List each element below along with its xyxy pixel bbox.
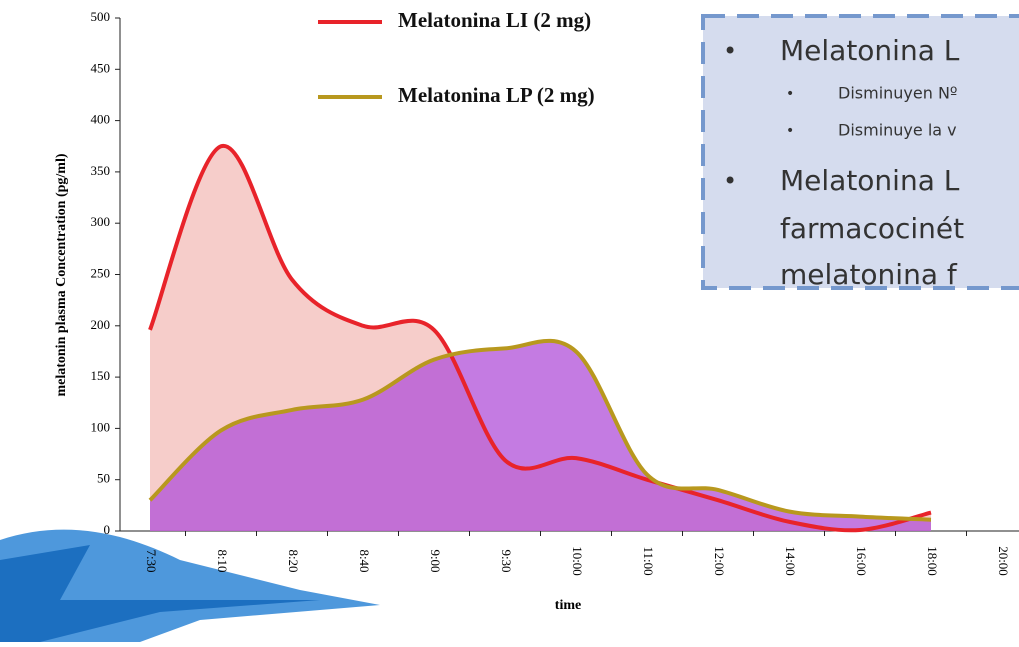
- y-tick-label: 150: [91, 368, 111, 383]
- x-tick-label: 20:00: [996, 546, 1011, 576]
- note-text: Disminuyen Nº: [838, 84, 957, 103]
- note-text: Melatonina L: [780, 34, 960, 67]
- bullet: •: [723, 167, 737, 195]
- note-text: Melatonina L: [780, 164, 960, 197]
- y-tick-label: 100: [91, 419, 111, 434]
- x-tick-label: 12:00: [712, 546, 727, 576]
- legend-label: Melatonina LP (2 mg): [398, 83, 595, 107]
- note-text: farmacocinét: [780, 212, 964, 245]
- y-tick-label: 0: [104, 522, 111, 537]
- y-tick-label: 450: [91, 60, 111, 75]
- x-tick-label: 10:00: [570, 546, 585, 576]
- note-text: Disminuye la v: [838, 121, 957, 140]
- bullet: •: [723, 37, 737, 65]
- y-tick-label: 350: [91, 163, 111, 178]
- chart: 0 50 100 150 200 250 300 350 400 450 500 7:30 8:10 8:…: [0, 0, 1019, 642]
- y-tick-label: 300: [91, 214, 111, 229]
- y-tick-label: 500: [91, 9, 111, 24]
- y-axis-label: melatonin plasma Concentration (pg/ml): [54, 153, 69, 396]
- x-tick-label: 8:10: [215, 549, 230, 572]
- x-tick-label: 7:30: [144, 549, 159, 572]
- x-tick-label: 16:00: [854, 546, 869, 576]
- x-tick-label: 9:30: [499, 549, 514, 572]
- x-tick-label: 8:40: [357, 549, 372, 572]
- x-tick-label: 8:20: [286, 549, 301, 572]
- y-tick-label: 50: [97, 471, 110, 486]
- x-tick-label: 9:00: [428, 549, 443, 572]
- legend-label: Melatonina LI (2 mg): [398, 8, 591, 32]
- page: 0 50 100 150 200 250 300 350 400 450 500 7:30 8:10 8:…: [0, 0, 1019, 642]
- x-tick-label: 14:00: [783, 546, 798, 576]
- y-tick-label: 250: [91, 265, 111, 280]
- y-tick-label: 200: [91, 317, 111, 332]
- note-text: melatonina f: [780, 258, 958, 291]
- x-axis-label: time: [555, 598, 581, 613]
- bullet: •: [786, 123, 794, 139]
- y-tick-label: 400: [91, 112, 111, 127]
- bullet: •: [786, 86, 794, 102]
- x-tick-label: 11:00: [641, 546, 656, 575]
- x-tick-label: 18:00: [925, 546, 940, 576]
